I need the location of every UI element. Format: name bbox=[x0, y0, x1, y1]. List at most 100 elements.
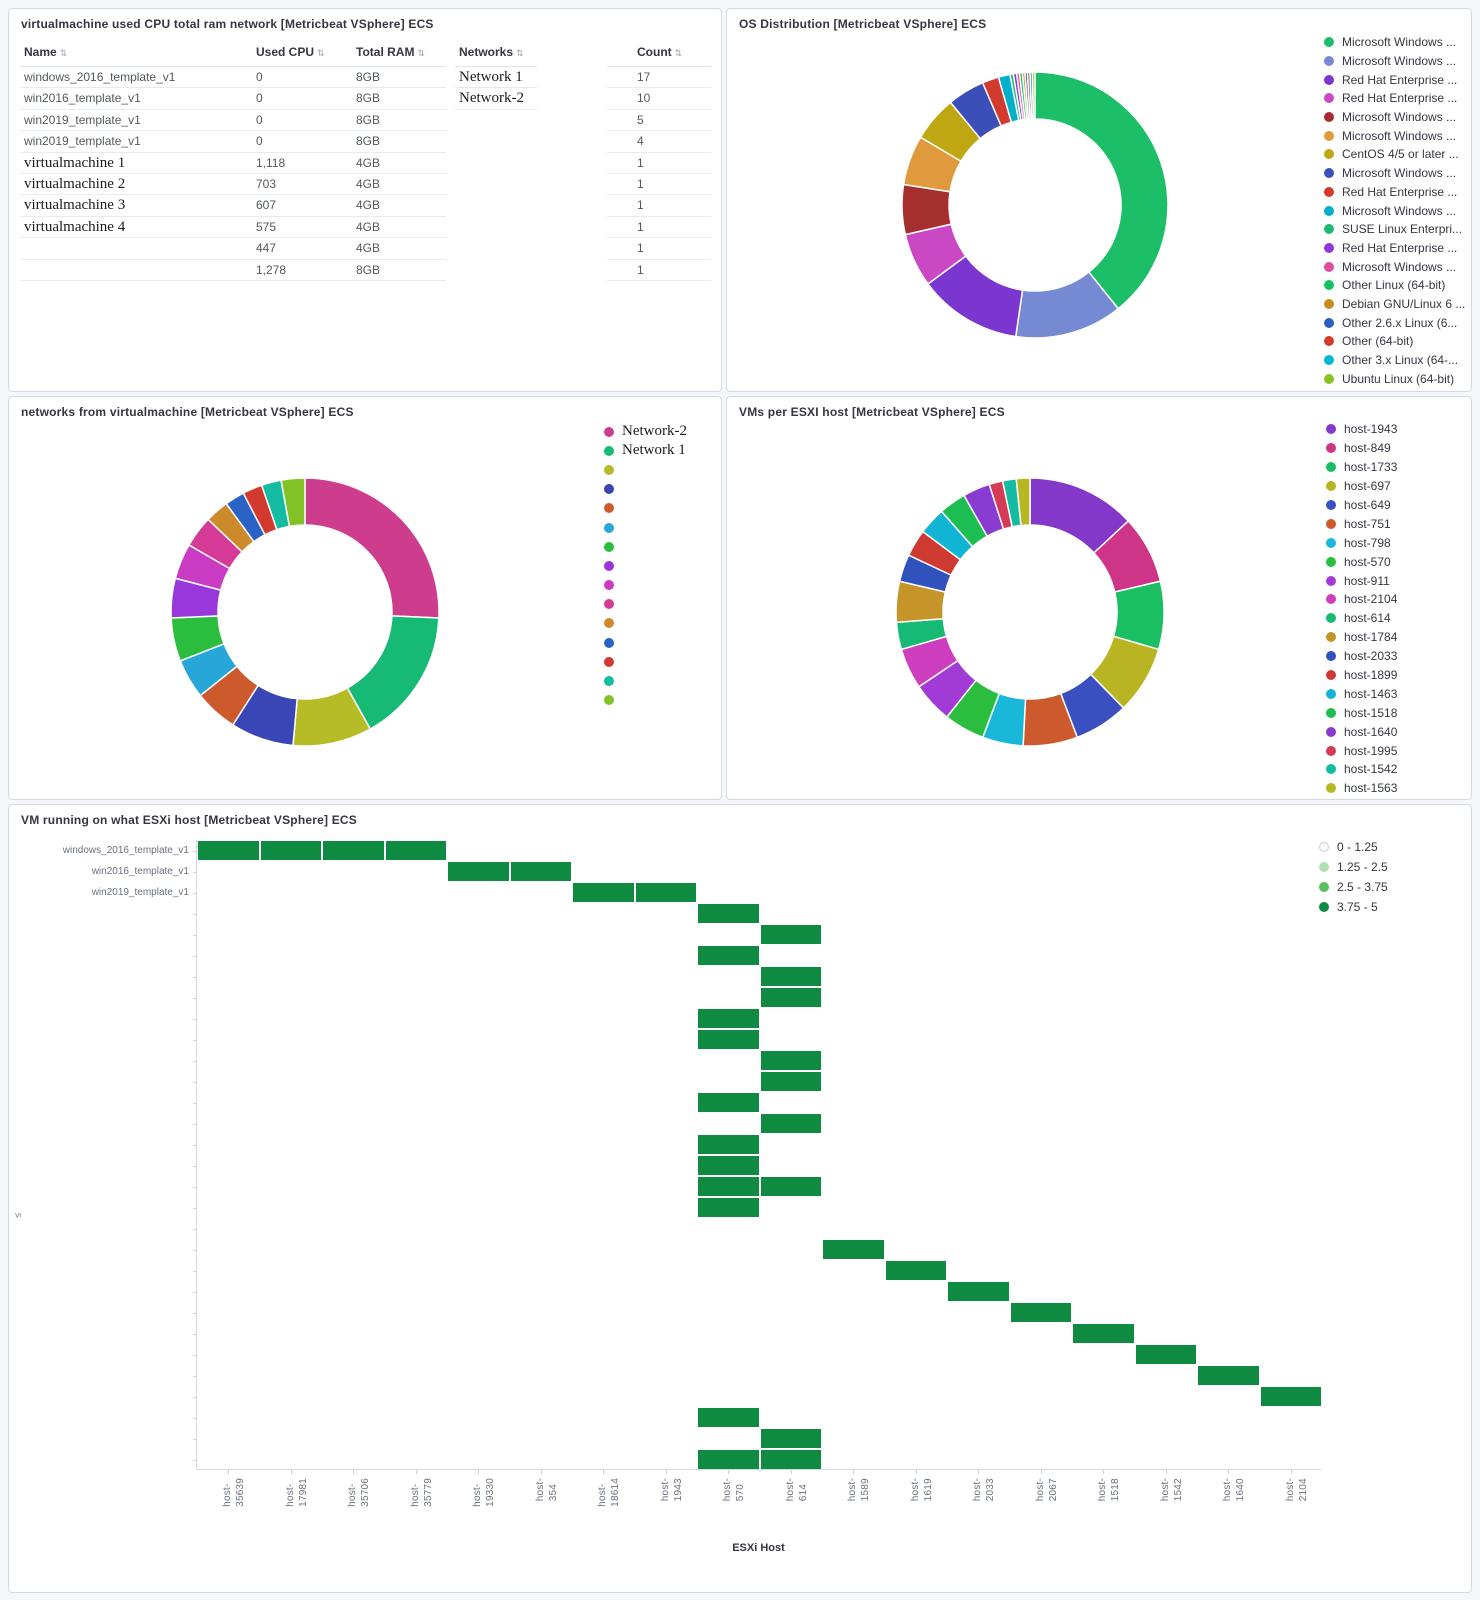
legend-item[interactable] bbox=[604, 576, 687, 595]
legend-item[interactable]: host-751 bbox=[1326, 514, 1397, 533]
heatmap-cell[interactable] bbox=[823, 1240, 884, 1259]
legend-item[interactable]: Microsoft Windows ... bbox=[1324, 164, 1465, 183]
heatmap-cell[interactable] bbox=[760, 1114, 821, 1133]
legend-item[interactable]: host-614 bbox=[1326, 609, 1397, 628]
legend-item[interactable]: host-798 bbox=[1326, 533, 1397, 552]
legend-item[interactable] bbox=[604, 652, 687, 671]
pie-slice[interactable] bbox=[304, 477, 440, 619]
legend-item[interactable]: CentOS 4/5 or later ... bbox=[1324, 145, 1465, 164]
heatmap-cell[interactable] bbox=[698, 1408, 759, 1427]
legend-item[interactable]: host-1733 bbox=[1326, 458, 1397, 477]
heatmap-cell[interactable] bbox=[698, 1156, 759, 1175]
legend-item[interactable]: Other 3.x Linux (64-... bbox=[1324, 351, 1465, 370]
heatmap-cell[interactable] bbox=[1198, 1366, 1259, 1385]
heatmap-cell[interactable] bbox=[510, 862, 571, 881]
legend-item[interactable] bbox=[604, 595, 687, 614]
heatmap-cell[interactable] bbox=[385, 841, 446, 860]
legend-item[interactable] bbox=[604, 614, 687, 633]
pie-slice[interactable] bbox=[1034, 71, 1169, 310]
legend-item[interactable] bbox=[604, 499, 687, 518]
heatmap-cell[interactable] bbox=[260, 841, 321, 860]
legend-item[interactable]: Debian GNU/Linux 6 ... bbox=[1324, 295, 1465, 314]
heatmap-cell[interactable] bbox=[760, 967, 821, 986]
heatmap-cell[interactable] bbox=[885, 1261, 946, 1280]
legend-item[interactable]: host-1943 bbox=[1326, 420, 1397, 439]
heatmap-cell[interactable] bbox=[698, 1198, 759, 1217]
legend-item[interactable]: host-1542 bbox=[1326, 760, 1397, 779]
legend-item[interactable] bbox=[604, 556, 687, 575]
pie-slice[interactable] bbox=[1031, 71, 1036, 120]
heatmap-cell[interactable] bbox=[698, 1009, 759, 1028]
heatmap-cell[interactable] bbox=[760, 925, 821, 944]
heatmap-cell[interactable] bbox=[760, 988, 821, 1007]
heatmap-cell[interactable] bbox=[448, 862, 509, 881]
heatmap-cell[interactable] bbox=[1135, 1345, 1196, 1364]
legend-item[interactable] bbox=[604, 691, 687, 710]
legend-item[interactable]: host-1899 bbox=[1326, 666, 1397, 685]
heatmap-cell[interactable] bbox=[698, 1030, 759, 1049]
legend-item[interactable]: host-1563 bbox=[1326, 779, 1397, 798]
legend-item[interactable]: host-2033 bbox=[1326, 647, 1397, 666]
heatmap-cell[interactable] bbox=[698, 1177, 759, 1196]
legend-item[interactable]: 3.75 - 5 bbox=[1319, 897, 1388, 917]
legend-item[interactable] bbox=[604, 537, 687, 556]
column-header[interactable]: Total RAM ⇅ bbox=[352, 39, 446, 67]
heatmap-cell[interactable] bbox=[1010, 1303, 1071, 1322]
legend-item[interactable]: Microsoft Windows ... bbox=[1324, 201, 1465, 220]
column-header[interactable]: Networks ⇅ bbox=[455, 39, 537, 67]
legend-item[interactable]: 0 - 1.25 bbox=[1319, 837, 1388, 857]
heatmap-cell[interactable] bbox=[698, 1093, 759, 1112]
column-header[interactable]: Name ⇅ bbox=[20, 39, 252, 67]
heatmap-cell[interactable] bbox=[698, 946, 759, 965]
legend-item[interactable]: Ubuntu Linux (64-bit) bbox=[1324, 369, 1465, 388]
pie-slice[interactable] bbox=[1015, 477, 1031, 527]
heatmap-cell[interactable] bbox=[760, 1429, 821, 1448]
legend-item[interactable]: Network-2 bbox=[604, 422, 687, 441]
legend-item[interactable]: Red Hat Enterprise ... bbox=[1324, 70, 1465, 89]
heatmap-cell[interactable] bbox=[760, 1051, 821, 1070]
legend-item[interactable]: host-1995 bbox=[1326, 741, 1397, 760]
legend-item[interactable]: Red Hat Enterprise ... bbox=[1324, 239, 1465, 258]
heatmap-cell[interactable] bbox=[698, 1135, 759, 1154]
legend-item[interactable]: host-1463 bbox=[1326, 684, 1397, 703]
legend-item[interactable]: Red Hat Enterprise ... bbox=[1324, 183, 1465, 202]
legend-item[interactable]: Red Hat Enterprise ... bbox=[1324, 89, 1465, 108]
heatmap-cell[interactable] bbox=[760, 1177, 821, 1196]
legend-item[interactable] bbox=[604, 633, 687, 652]
legend-item[interactable]: host-911 bbox=[1326, 571, 1397, 590]
legend-item[interactable]: host-1784 bbox=[1326, 628, 1397, 647]
heatmap-cell[interactable] bbox=[198, 841, 259, 860]
legend-item[interactable]: host-1640 bbox=[1326, 722, 1397, 741]
column-header[interactable]: Used CPU ⇅ bbox=[252, 39, 352, 67]
pie-slice[interactable] bbox=[280, 477, 306, 528]
heatmap-cell[interactable] bbox=[698, 904, 759, 923]
legend-item[interactable]: host-2104 bbox=[1326, 590, 1397, 609]
legend-item[interactable]: SUSE Linux Enterpri... bbox=[1324, 220, 1465, 239]
legend-item[interactable]: Network 1 bbox=[604, 441, 687, 460]
legend-item[interactable]: host-649 bbox=[1326, 496, 1397, 515]
heatmap-cell[interactable] bbox=[698, 1450, 759, 1469]
heatmap-cell[interactable] bbox=[323, 841, 384, 860]
legend-item[interactable]: Other Linux (64-bit) bbox=[1324, 276, 1465, 295]
legend-item[interactable] bbox=[604, 671, 687, 690]
heatmap-cell[interactable] bbox=[948, 1282, 1009, 1301]
legend-item[interactable]: Microsoft Windows ... bbox=[1324, 108, 1465, 127]
heatmap-cell[interactable] bbox=[573, 883, 634, 902]
legend-item[interactable]: host-1518 bbox=[1326, 703, 1397, 722]
legend-item[interactable] bbox=[604, 518, 687, 537]
heatmap-cell[interactable] bbox=[760, 1450, 821, 1469]
legend-item[interactable]: host-849 bbox=[1326, 439, 1397, 458]
legend-item[interactable]: Microsoft Windows ... bbox=[1324, 126, 1465, 145]
heatmap-cell[interactable] bbox=[760, 1072, 821, 1091]
legend-item[interactable] bbox=[604, 460, 687, 479]
legend-item[interactable]: 2.5 - 3.75 bbox=[1319, 877, 1388, 897]
heatmap-cell[interactable] bbox=[635, 883, 696, 902]
heatmap-cell[interactable] bbox=[1260, 1387, 1321, 1406]
legend-item[interactable]: Other 2.6.x Linux (6... bbox=[1324, 313, 1465, 332]
legend-item[interactable]: host-697 bbox=[1326, 477, 1397, 496]
heatmap-cell[interactable] bbox=[1073, 1324, 1134, 1343]
legend-item[interactable]: Microsoft Windows ... bbox=[1324, 33, 1465, 52]
legend-item[interactable]: Microsoft Windows ... bbox=[1324, 257, 1465, 276]
column-header[interactable]: Count ⇅ bbox=[607, 39, 711, 67]
legend-item[interactable]: Microsoft Windows ... bbox=[1324, 52, 1465, 71]
